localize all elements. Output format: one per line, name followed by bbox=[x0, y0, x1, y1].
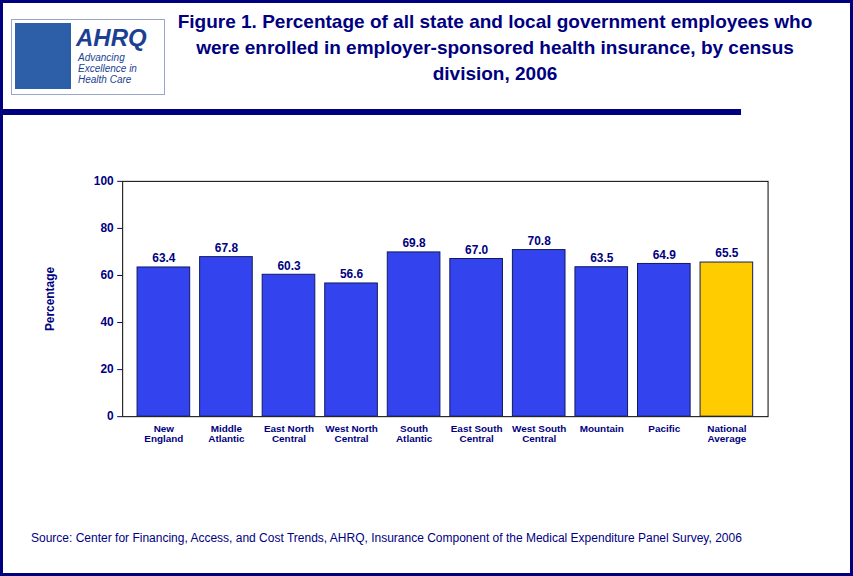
svg-text:80: 80 bbox=[100, 221, 114, 235]
svg-text:70.8: 70.8 bbox=[528, 234, 552, 248]
svg-text:63.4: 63.4 bbox=[152, 251, 176, 265]
svg-text:NationalAverage: NationalAverage bbox=[707, 423, 746, 444]
svg-text:East SouthCentral: East SouthCentral bbox=[451, 423, 503, 444]
svg-text:Percentage: Percentage bbox=[43, 267, 57, 332]
svg-text:Mountain: Mountain bbox=[580, 423, 624, 434]
html-text:Source: Center for Financing,: Source: Center for Financing, Access, an… bbox=[31, 531, 742, 545]
svg-text:West NorthCentral: West NorthCentral bbox=[325, 423, 378, 444]
svg-text:100: 100 bbox=[94, 174, 114, 188]
svg-text:20: 20 bbox=[100, 362, 114, 376]
svg-text:65.5: 65.5 bbox=[715, 246, 739, 260]
svg-text:SouthAtlantic: SouthAtlantic bbox=[396, 423, 433, 444]
svg-text:63.5: 63.5 bbox=[590, 251, 614, 265]
svg-text:MiddleAtlantic: MiddleAtlantic bbox=[208, 423, 245, 444]
svg-text:NewEngland: NewEngland bbox=[144, 423, 183, 444]
svg-text:56.6: 56.6 bbox=[340, 267, 364, 281]
svg-text:0: 0 bbox=[107, 409, 114, 423]
svg-text:West SouthCentral: West SouthCentral bbox=[512, 423, 566, 444]
svg-text:67.8: 67.8 bbox=[215, 241, 239, 255]
svg-text:Pacific: Pacific bbox=[648, 423, 680, 434]
html-text:Advancing Excellence in Health: Advancing Excellence in Health Care bbox=[78, 52, 137, 85]
svg-text:East NorthCentral: East NorthCentral bbox=[264, 423, 314, 444]
svg-text:60.3: 60.3 bbox=[277, 259, 301, 273]
svg-text:60: 60 bbox=[100, 268, 114, 282]
svg-text:69.8: 69.8 bbox=[402, 236, 426, 250]
svg-text:64.9: 64.9 bbox=[653, 248, 677, 262]
html-text:Figure 1. Percentage of all st: Figure 1. Percentage of all state and lo… bbox=[177, 11, 813, 84]
svg-text:40: 40 bbox=[100, 315, 114, 329]
svg-text:67.0: 67.0 bbox=[465, 243, 489, 257]
html-text:AHRQ: AHRQ bbox=[76, 24, 147, 51]
